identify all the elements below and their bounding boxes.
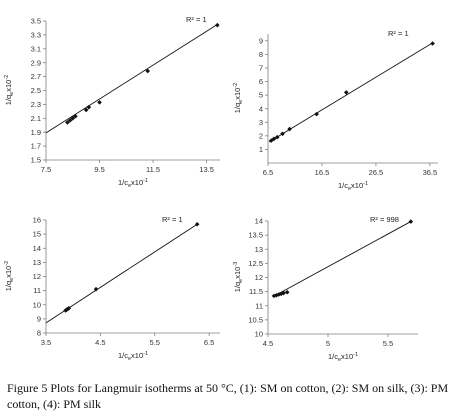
chart1-y-tick-label: 1.7 [31,142,41,151]
chart1-data-point [67,118,73,123]
chart2-r2-label: R² = 1 [388,29,409,38]
chart1-x-tick-label: 11.5 [146,165,160,174]
chart1-data-point [86,104,92,110]
chart3-y-tick-label: 16 [33,216,41,225]
chart3-y-tick-label: 8 [37,329,41,338]
chart-figure: 1.5 1.7 1.9 2.1 2.3 2.5 2.7 2.9 3.1 3.3 3.5 7.5 9.5 1… [4,15,438,363]
chart4-data-point [276,292,282,297]
chart3-data-point [194,221,200,227]
chart4-y-tick-label: 12 [255,273,263,282]
chart2-x-axis-label: 1/cex10-1 [338,181,368,192]
chart1-y-tick-label: 2.9 [31,58,41,67]
chart4-y-tick-label: 13.5 [248,231,263,240]
chart1-trendline [45,24,218,134]
chart4-y-tick-label: 14 [255,217,263,226]
chart1-x-tick-label: 9.5 [94,165,104,174]
chart2-data-point [343,90,349,95]
chart4-trendline [273,221,412,297]
chart4-y-tick-label: 13 [255,245,263,254]
chart3-x-axis-label: 1/cex10-1 [118,351,148,362]
chart4-x-axis-label: 1/cex10-1 [328,352,358,363]
chart2-x-tick-label: 6.5 [263,168,273,177]
chart2-y-axis-label: 1/qex10-2 [233,83,244,113]
chart4-y-tick-label: 12.5 [248,259,263,268]
chart3-data-point [66,305,72,311]
chart3-y-tick-label: 11 [33,286,41,295]
chart4-x-tick-label: 5 [326,339,330,348]
chart3-y-tick-label: 15 [33,230,41,239]
chart2-y-tick-label: 5 [259,91,263,100]
chart2-y-tick-label: 4 [259,104,263,113]
chart1-r2-label: R² = 1 [186,15,207,24]
chart2-y-tick-label: 8 [259,50,263,59]
chart3-y-tick-label: 14 [33,244,41,253]
chart3-x-tick-label: 3.5 [41,338,51,347]
chart4-y-tick-label: 11.5 [249,287,263,296]
chart1-data-point [215,22,220,28]
chart1-x-tick-label: 13.5 [199,165,214,174]
chart2-data-point [287,126,292,132]
chart2-data-point [268,138,274,143]
figure-caption: Figure 5 Plots for Langmuir isotherms at… [7,381,449,411]
chart4-y-tick-label: 11 [255,301,263,310]
chart4-x-tick-label: 5.5 [383,339,393,348]
chart1-y-tick-label: 2.7 [31,72,41,81]
chart3-data-point [93,286,99,292]
chart2-data-point [430,41,435,46]
chart2-y-tick-label: 6 [259,77,263,86]
chart4-data-point [284,289,290,295]
chart4-r2-label: R² = 998 [370,215,399,224]
chart2-data-point [314,111,319,117]
chart1-x-tick-label: 7.5 [41,165,51,174]
chart2-data-point [271,136,277,142]
chart1-y-tick-label: 3.5 [31,17,41,26]
chart1-data-point [70,116,76,121]
chart1-y-tick-label: 3.3 [31,31,41,40]
chart2-y-tick-label: 1 [259,145,263,154]
chart2-x-tick-label: 36.5 [423,168,438,177]
chart4-y-tick-label: 10.5 [248,315,263,324]
chart2-data-point [280,131,285,137]
chart2-y-tick-label: 2 [259,131,263,140]
chart1-y-tick-label: 1.9 [31,128,41,137]
chart4-data-point [281,290,286,296]
chart3-y-tick-label: 13 [33,258,41,267]
chart3-y-tick-label: 12 [33,272,41,281]
chart3-r2-label: R² = 1 [162,215,183,224]
chart1-y-tick-label: 1.5 [31,156,41,165]
chart4-y-tick-label: 10 [255,330,263,339]
chart1-data-point [83,107,89,113]
chart2-y-tick-label: 7 [259,64,263,73]
chart3-trendline [45,223,198,324]
chart1-y-axis-label: 1/qex10-2 [4,75,15,105]
chart1-data-point [65,120,70,125]
chart1-y-tick-label: 3.1 [31,44,41,53]
chart2-x-tick-label: 16.5 [315,168,330,177]
chart3-y-axis-label: 1/qex10-2 [4,261,15,291]
chart2-trendline [268,42,433,143]
chart1-data-point [73,113,78,119]
chart1-data-point [145,68,151,74]
chart2-y-tick-label: 3 [259,118,263,127]
chart2-data-point [274,134,280,140]
chart1-x-axis-label: 1/cex10-1 [118,178,148,189]
chart1-data-point [97,100,102,105]
chart3-x-tick-label: 4.5 [95,338,105,347]
chart3-y-tick-label: 10 [33,300,41,309]
chart2-y-tick-label: 9 [259,36,263,45]
chart4-x-tick-label: 4.5 [263,339,273,348]
chart1-y-tick-label: 2.3 [31,100,41,109]
chart4-data-point [408,219,414,224]
chart3-y-tick-label: 9 [37,314,41,323]
chart4-data-point [274,292,279,298]
chart3-x-tick-label: 6.5 [204,338,214,347]
chart4-data-point [278,291,284,297]
chart1-y-tick-label: 2.1 [31,114,41,123]
chart1-y-tick-label: 2.5 [31,86,41,95]
chart2-x-tick-label: 26.5 [369,168,384,177]
chart3-x-tick-label: 5.5 [150,338,160,347]
chart4-y-axis-label: 1/qex10-3 [233,262,244,292]
